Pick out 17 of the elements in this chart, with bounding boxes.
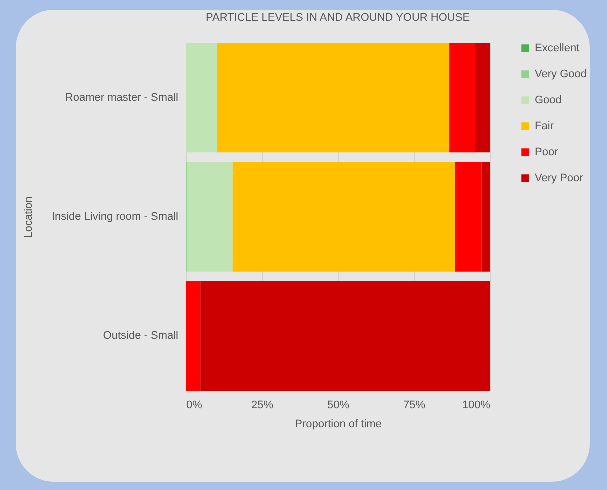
x-tick-label: 25% [251, 400, 274, 412]
y-tick-label: Inside Living room - Small [52, 211, 178, 223]
y-tick-label: Roamer master - Small [65, 92, 178, 104]
x-axis-title: Proportion of time [295, 418, 382, 430]
x-tick-label: 50% [327, 400, 350, 412]
legend-label: Fair [535, 120, 554, 132]
legend-label: Good [535, 94, 562, 106]
x-tick-label: 100% [462, 400, 491, 412]
legend-label: Very Poor [535, 172, 584, 184]
x-tick-label: 75% [403, 400, 426, 412]
y-axis-title: Location [22, 196, 35, 238]
legend-label: Poor [535, 146, 559, 158]
y-tick-label: Outside - Small [103, 330, 178, 342]
chart-title: PARTICLE LEVELS IN AND AROUND YOUR HOUSE [206, 12, 470, 24]
x-tick-label: 0% [186, 400, 203, 412]
legend-label: Excellent [535, 42, 580, 54]
legend-label: Very Good [535, 68, 587, 80]
